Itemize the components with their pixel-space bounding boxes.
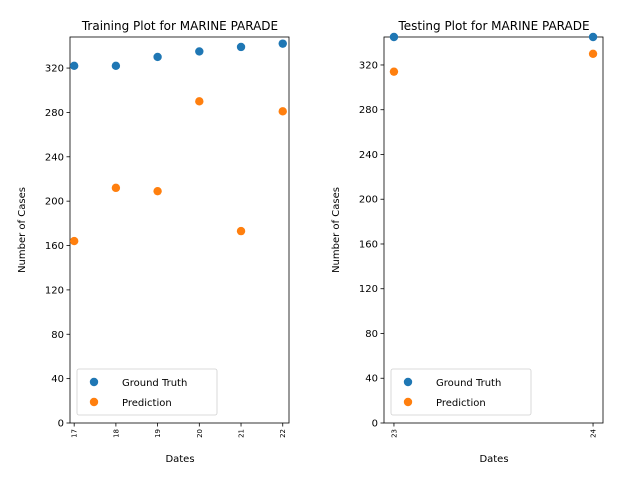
testing-plot-area: 0 40 80 120 160 200 240 280 320 23 24: [359, 32, 604, 438]
training-legend-marker-ground-truth: [89, 377, 99, 387]
training-x-tick-label: 19: [154, 429, 162, 438]
training-y-tick-label: 240: [45, 152, 64, 163]
training-x-axis-label: Dates: [165, 454, 194, 465]
training-plot-area: 0 40 80 120 160 200 240 280 320 17 18 19 20 21 22: [45, 36, 290, 438]
training-legend-label-ground-truth: Ground Truth: [122, 378, 187, 389]
testing-x-tick-label: 23: [390, 429, 398, 438]
training-y-tick-label: 120: [45, 285, 64, 296]
training-point-ground-truth: [195, 47, 204, 56]
training-point-prediction: [153, 186, 162, 196]
training-x-tick-label: 20: [196, 429, 204, 438]
testing-legend-label-prediction: Prediction: [436, 398, 486, 409]
training-point-prediction: [278, 107, 287, 116]
testing-y-tick-label: 120: [359, 284, 378, 295]
training-x-tick-label: 22: [279, 429, 287, 438]
testing-y-tick-label: 200: [359, 195, 378, 206]
training-y-tick-label: 160: [45, 241, 64, 252]
training-legend: Ground Truth Prediction: [76, 368, 218, 416]
testing-y-axis-label: Number of Cases: [331, 187, 342, 273]
training-x-tick-label: 21: [238, 429, 246, 438]
testing-legend: Ground Truth Prediction: [390, 368, 532, 416]
testing-y-tick-label: 0: [372, 419, 378, 430]
training-chart: Training Plot for MARINE PARADE 0 40 80 120…: [17, 19, 290, 465]
testing-legend-label-ground-truth: Ground Truth: [436, 378, 501, 389]
training-x-tick-label: 17: [71, 429, 79, 438]
training-legend-label-prediction: Prediction: [122, 398, 172, 409]
testing-x-axis-label: Dates: [479, 454, 508, 465]
testing-point-prediction: [389, 67, 399, 76]
training-point-prediction: [195, 97, 204, 106]
training-y-tick-label: 320: [45, 64, 64, 75]
testing-y-tick-label: 80: [365, 329, 378, 340]
testing-legend-marker-prediction: [403, 397, 413, 407]
training-y-axis-label: Number of Cases: [17, 187, 28, 273]
testing-point-ground-truth: [389, 32, 399, 42]
testing-y-tick-label: 280: [359, 105, 378, 116]
testing-legend-box: [390, 368, 532, 416]
training-x-tick-label: 18: [112, 429, 120, 438]
testing-legend-marker-ground-truth: [403, 377, 413, 387]
training-legend-marker-prediction: [89, 397, 99, 407]
testing-y-tick-label: 40: [365, 374, 378, 385]
training-point-ground-truth: [111, 61, 121, 71]
training-point-ground-truth: [153, 52, 162, 62]
testing-y-tick-label: 160: [359, 239, 378, 250]
testing-axes-frame: [383, 36, 604, 424]
training-point-prediction: [236, 226, 246, 236]
training-axes-frame: [69, 36, 290, 424]
training-y-tick-label: 40: [51, 374, 64, 385]
training-legend-box: [76, 368, 218, 416]
testing-point-prediction: [588, 49, 598, 58]
training-y-tick-label: 0: [58, 419, 64, 430]
training-point-prediction: [111, 183, 121, 193]
training-chart-title: Training Plot for MARINE PARADE: [81, 19, 278, 33]
testing-chart: Testing Plot for MARINE PARADE 0 40 80 120 1…: [331, 19, 604, 465]
training-point-ground-truth: [69, 61, 79, 71]
training-y-tick-label: 80: [51, 330, 64, 341]
testing-point-ground-truth: [588, 32, 598, 42]
testing-y-tick-label: 240: [359, 150, 378, 161]
testing-x-tick-label: 24: [590, 428, 598, 437]
training-y-tick-label: 200: [45, 197, 64, 208]
training-point-prediction: [69, 236, 79, 246]
training-y-tick-label: 280: [45, 108, 64, 119]
training-point-ground-truth: [278, 39, 287, 48]
testing-chart-title: Testing Plot for MARINE PARADE: [397, 19, 589, 33]
testing-y-tick-label: 320: [359, 60, 378, 71]
training-point-ground-truth: [236, 42, 246, 52]
